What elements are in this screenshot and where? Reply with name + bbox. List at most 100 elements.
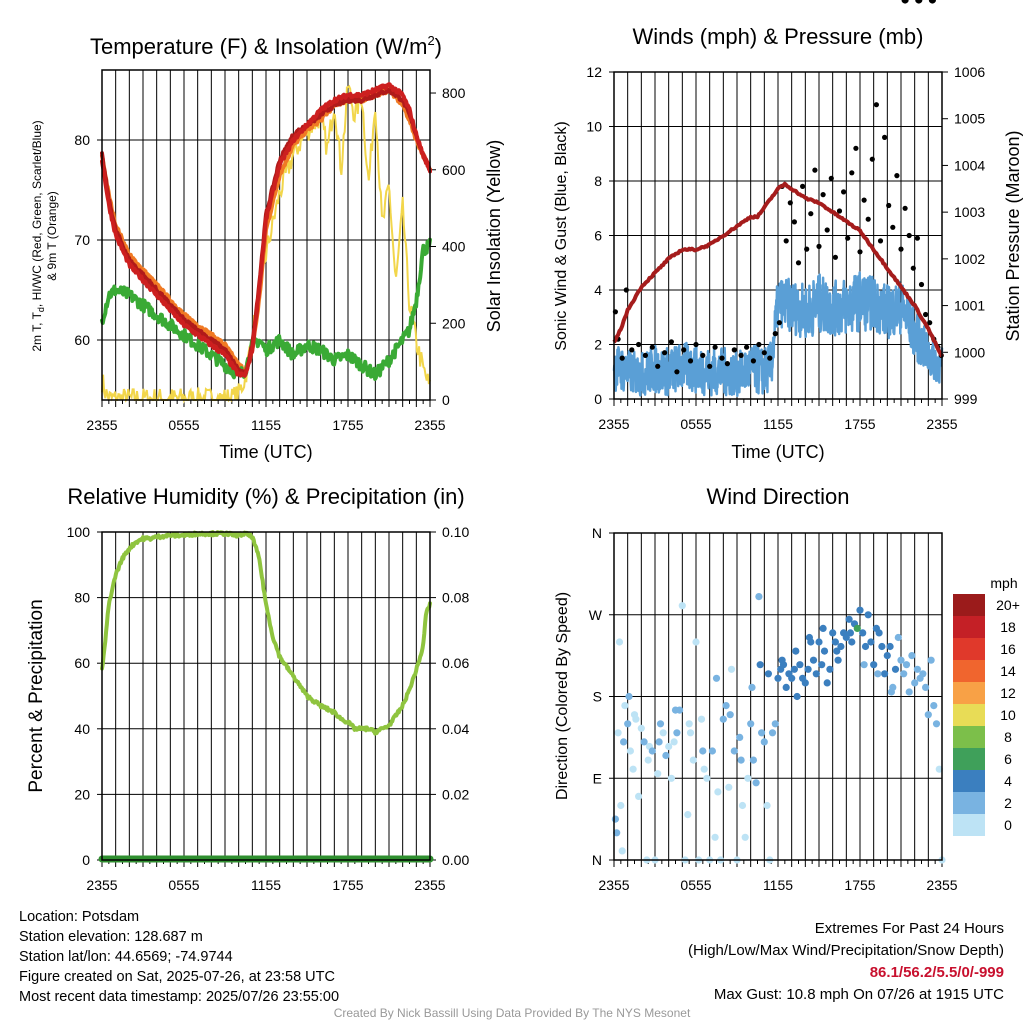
temp-ytick-label: 70: [74, 232, 90, 248]
wind-direction-point: [662, 751, 670, 760]
gust-point: [882, 134, 888, 140]
wind-direction-point: [620, 738, 628, 746]
pressure-y2tick-label: 1004: [954, 157, 985, 173]
wind-direction-point: [826, 665, 834, 673]
wind-direction-point: [913, 665, 922, 673]
wind-direction-point: [686, 729, 695, 737]
wind-direction-point: [722, 702, 730, 710]
temp-xtick-label: 0555: [168, 417, 199, 433]
wind-direction-point: [617, 801, 625, 810]
gust-point: [693, 341, 699, 348]
dewpoint-line: [100, 237, 432, 381]
gust-point: [890, 224, 896, 230]
wind-direction-point: [902, 661, 911, 669]
gust-point: [914, 235, 921, 241]
pressure-y2tick-label: 999: [954, 391, 978, 407]
gust-point: [761, 350, 767, 356]
gust-point: [845, 235, 851, 241]
rh-ytick-label: 100: [67, 524, 91, 540]
wind-direction-point: [878, 642, 886, 651]
gust-point: [776, 320, 783, 326]
wind-direction-point: [635, 792, 643, 801]
wdir-panel-title: Wind Direction: [706, 484, 849, 509]
solar-y2tick-label: 600: [442, 162, 466, 178]
wind-direction-point: [922, 683, 930, 692]
gust-point: [865, 216, 871, 222]
legend-label: 16: [1000, 641, 1016, 657]
wind-direction-point: [881, 670, 889, 678]
rh-xtick-label: 2355: [414, 877, 445, 893]
wind-direction-point: [699, 747, 707, 755]
station-latlon: Station lat/lon: 44.6569; -74.9744: [19, 949, 233, 965]
gust-point: [906, 232, 912, 239]
wind-direction-point: [621, 702, 629, 710]
gust-point: [700, 352, 706, 358]
wind-direction-point: [812, 670, 820, 678]
legend-swatch: [953, 814, 985, 836]
wind-direction-point: [752, 779, 760, 787]
gust-point: [800, 183, 806, 189]
wind-direction-point: [932, 720, 941, 728]
gust-point: [668, 339, 675, 345]
gust-point: [681, 347, 687, 353]
gust-point: [886, 202, 892, 209]
wind-direction-point: [883, 652, 891, 660]
legend-label: 4: [1004, 773, 1012, 789]
wind-direction-point: [624, 720, 632, 728]
winds-xtick-label: 2355: [598, 416, 629, 432]
wind-direction-point: [613, 829, 621, 837]
wdir-ylabel-left: Direction (Colored By Speed): [554, 592, 571, 800]
wind-direction-point: [637, 724, 645, 732]
legend-swatch: [953, 594, 985, 616]
wind-direction-point: [659, 729, 667, 737]
wind-direction-point: [805, 633, 814, 642]
temp-ytick-label: 80: [74, 132, 90, 148]
winds-xtick-label: 2355: [926, 416, 957, 432]
wind-direction-point: [737, 756, 745, 764]
legend-label: 20+: [996, 597, 1020, 613]
legend-label: 18: [1000, 619, 1016, 635]
wind-direction-point: [793, 692, 801, 701]
gust-point: [750, 358, 757, 364]
extremes-title: Extremes For Past 24 Hours: [814, 920, 1004, 937]
wind-direction-point: [719, 715, 727, 723]
sonic-wind-line: [612, 271, 944, 398]
wind-direction-point: [837, 642, 845, 651]
gust-point: [649, 344, 655, 350]
wdir-plot-border: [613, 532, 943, 861]
wind-direction-point: [870, 661, 878, 669]
winds-ytick-label: 2: [594, 337, 602, 353]
wind-direction-point: [924, 711, 932, 719]
wind-direction-point: [891, 665, 900, 673]
temp-ylabel-left-line2: & 9m T (Orange): [45, 191, 59, 281]
wind-direction-point: [815, 638, 823, 646]
winds-ytick-label: 8: [594, 173, 602, 189]
gust-point: [783, 238, 789, 244]
wind-direction-point: [611, 815, 620, 823]
temp-ylabel-right: Solar Insolation (Yellow): [484, 140, 504, 332]
figure-created: Figure created on Sat, 2025-07-26, at 23…: [19, 969, 335, 985]
wind-direction-point: [859, 629, 867, 637]
rh-ytick-label: 40: [74, 721, 90, 737]
precip-y2tick-label: 0.04: [442, 721, 469, 737]
legend-swatch: [953, 726, 985, 748]
wind-direction-point: [671, 706, 680, 714]
gust-point: [772, 331, 778, 337]
gust-point: [719, 355, 725, 361]
wind-direction-point: [900, 670, 908, 678]
wind-direction-point: [867, 638, 875, 646]
wind-direction-point: [801, 679, 809, 687]
wind-direction-point: [755, 593, 763, 601]
gust-point: [923, 311, 929, 318]
temp-xtick-label: 2355: [414, 417, 445, 433]
gust-point: [927, 320, 933, 326]
temp-xtick-label: 2355: [86, 417, 117, 433]
wind-direction-point: [726, 711, 734, 719]
gust-point: [731, 347, 737, 353]
winds-ytick-label: 0: [594, 391, 602, 407]
wind-direction-point: [809, 656, 818, 664]
wind-direction-point: [768, 729, 777, 737]
wind-direction-point: [697, 715, 706, 723]
winds-ytick-label: 10: [586, 119, 602, 135]
